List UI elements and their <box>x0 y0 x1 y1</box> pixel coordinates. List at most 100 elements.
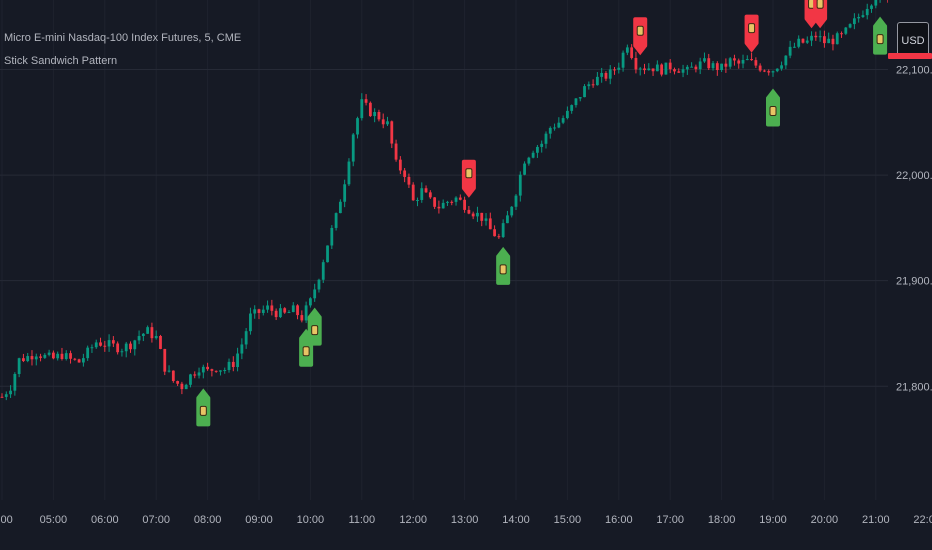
candle-body <box>300 315 304 321</box>
candle-body <box>523 163 526 175</box>
candle-body <box>874 0 878 6</box>
bearish-signal-marker[interactable] <box>813 0 828 29</box>
y-tick-label: 22,000.00 <box>896 170 932 182</box>
candle-body <box>621 52 625 68</box>
candle-body <box>39 356 42 358</box>
candle-body <box>724 63 728 67</box>
x-tick-label: 17:00 <box>656 514 684 526</box>
candle-body <box>810 35 813 41</box>
candle-body <box>463 199 466 210</box>
bullish-signal-marker[interactable] <box>307 307 322 346</box>
candle-body <box>26 356 30 362</box>
bullish-signal-marker[interactable] <box>196 388 211 427</box>
candle-body <box>120 351 124 353</box>
grid-lines <box>0 68 888 387</box>
candle-body <box>231 361 235 368</box>
bullish-signal-marker[interactable] <box>766 88 780 127</box>
candle-body <box>840 33 843 35</box>
candle-body <box>484 218 488 221</box>
candle-body <box>330 227 334 246</box>
price-axis[interactable]: 21,800.00 21,900.00 22,000.00 22,100.00 <box>888 0 932 500</box>
candle-body <box>715 63 719 71</box>
candle-body <box>617 67 621 70</box>
candle-body <box>497 236 501 238</box>
currency-badge[interactable]: USD <box>897 22 929 59</box>
sandwich-icon <box>302 346 310 357</box>
candle-body <box>660 64 664 75</box>
candle-body <box>159 335 162 349</box>
candle-body <box>90 347 94 349</box>
symbol-title[interactable]: Micro E-mini Nasdaq-100 Index Futures, 5… <box>4 32 242 44</box>
candle-body <box>574 98 578 106</box>
candle-body <box>338 201 342 214</box>
x-tick-label: 08:00 <box>194 514 222 526</box>
arrow-up-icon <box>873 16 888 26</box>
candle-body <box>214 370 218 372</box>
candle-body <box>827 38 831 44</box>
bullish-signal-marker[interactable] <box>496 246 511 285</box>
candle-body <box>34 356 38 360</box>
candle-body <box>587 84 591 87</box>
sandwich-icon <box>748 23 756 34</box>
candle-body <box>501 223 505 238</box>
candle-body <box>775 68 779 72</box>
candle-body <box>321 262 325 280</box>
candle-body <box>673 69 676 72</box>
x-tick-label: 06:00 <box>91 514 119 526</box>
sandwich-icon <box>636 25 644 36</box>
candle-body <box>30 356 34 360</box>
candle-body <box>685 66 689 70</box>
candle-body <box>9 390 12 395</box>
candle-body <box>77 359 81 363</box>
candle-body <box>613 69 616 71</box>
x-tick-label: 19:00 <box>759 514 787 526</box>
candles <box>0 0 932 401</box>
candle-body <box>437 206 441 209</box>
candle-body <box>600 73 604 77</box>
candle-body <box>424 188 428 193</box>
candle-body <box>326 245 329 263</box>
candle-body <box>394 143 398 160</box>
time-axis[interactable]: 4:00 05:00 06:00 07:00 08:00 09:00 10:00 11:00 1… <box>0 500 932 550</box>
candle-body <box>690 66 694 68</box>
candle-body <box>180 383 184 390</box>
bearish-signal-marker[interactable] <box>633 17 648 56</box>
candle-body <box>737 60 741 64</box>
sandwich-icon <box>465 168 473 179</box>
candle-body <box>480 212 484 221</box>
candle-body <box>360 99 364 119</box>
candle-body <box>56 353 60 359</box>
candle-body <box>279 308 282 318</box>
x-tick-label: 22:00 <box>913 514 932 526</box>
candle-body <box>257 309 261 313</box>
candle-body <box>852 18 856 25</box>
candle-body <box>848 24 852 28</box>
candle-body <box>343 184 347 202</box>
candle-body <box>835 33 839 45</box>
candle-body <box>381 119 385 125</box>
candle-body <box>428 192 432 198</box>
candle-body <box>681 69 685 73</box>
x-tick-label: 11:00 <box>348 514 375 526</box>
bearish-signal-marker[interactable] <box>744 14 759 53</box>
sandwich-icon <box>769 105 777 116</box>
candle-body <box>137 336 141 341</box>
candle-body <box>309 298 312 306</box>
candle-body <box>493 229 496 237</box>
candle-body <box>197 372 201 376</box>
bearish-signal-marker[interactable] <box>461 159 476 198</box>
candle-body <box>171 370 175 382</box>
candle-body <box>22 358 25 362</box>
candle-body <box>823 36 826 44</box>
arrow-up-icon <box>496 246 511 256</box>
candle-body <box>566 110 569 119</box>
candle-body <box>698 61 702 70</box>
candle-body <box>69 353 72 359</box>
candle-body <box>146 327 150 334</box>
indicator-title[interactable]: Stick Sandwich Pattern <box>4 55 118 67</box>
candle-body <box>193 374 197 376</box>
candle-body <box>99 342 102 346</box>
candle-body <box>291 305 295 313</box>
bullish-signal-marker[interactable] <box>873 16 888 55</box>
